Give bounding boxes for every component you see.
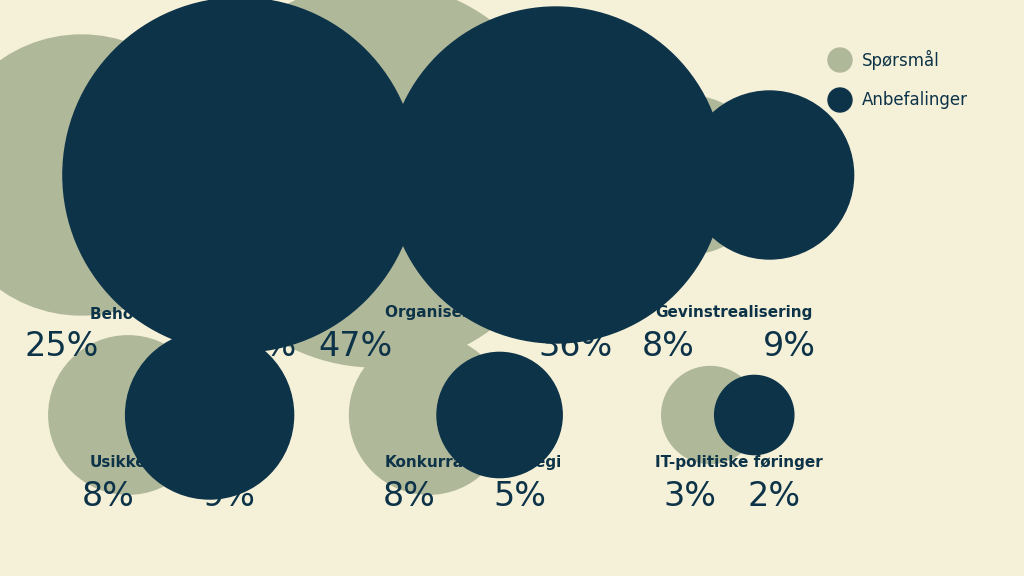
- Circle shape: [62, 0, 417, 352]
- Text: 25%: 25%: [25, 330, 98, 363]
- Text: Organisering og styring: Organisering og styring: [385, 305, 589, 320]
- Text: 2%: 2%: [748, 480, 801, 513]
- Text: 9%: 9%: [763, 330, 816, 363]
- Circle shape: [349, 336, 508, 494]
- Text: 9%: 9%: [203, 480, 256, 513]
- Text: 47%: 47%: [318, 330, 393, 363]
- Text: 36%: 36%: [539, 330, 613, 363]
- Circle shape: [49, 336, 207, 494]
- Circle shape: [686, 91, 854, 259]
- Text: 3%: 3%: [664, 480, 717, 513]
- Text: Spørsmål: Spørsmål: [862, 50, 940, 70]
- Circle shape: [388, 7, 724, 343]
- Circle shape: [715, 376, 794, 454]
- Circle shape: [437, 353, 562, 478]
- Text: Gevinstrealisering: Gevinstrealisering: [655, 305, 812, 320]
- Text: 5%: 5%: [494, 480, 546, 513]
- Circle shape: [828, 88, 852, 112]
- Text: IT-politiske føringer: IT-politiske føringer: [655, 455, 822, 470]
- Text: Behov, mål og løsning: Behov, mål og løsning: [90, 305, 278, 322]
- Text: 8%: 8%: [382, 480, 435, 513]
- Text: Anbefalinger: Anbefalinger: [862, 91, 968, 109]
- Circle shape: [184, 0, 568, 367]
- Text: 40%: 40%: [223, 330, 297, 363]
- Text: 8%: 8%: [642, 330, 694, 363]
- Circle shape: [609, 96, 767, 254]
- Text: 8%: 8%: [82, 480, 134, 513]
- Circle shape: [662, 366, 759, 464]
- Text: Konkurransestrategi: Konkurransestrategi: [385, 455, 562, 470]
- Circle shape: [828, 48, 852, 72]
- Circle shape: [0, 35, 221, 315]
- Text: Usikkerhet: Usikkerhet: [90, 455, 183, 470]
- Circle shape: [126, 331, 294, 499]
